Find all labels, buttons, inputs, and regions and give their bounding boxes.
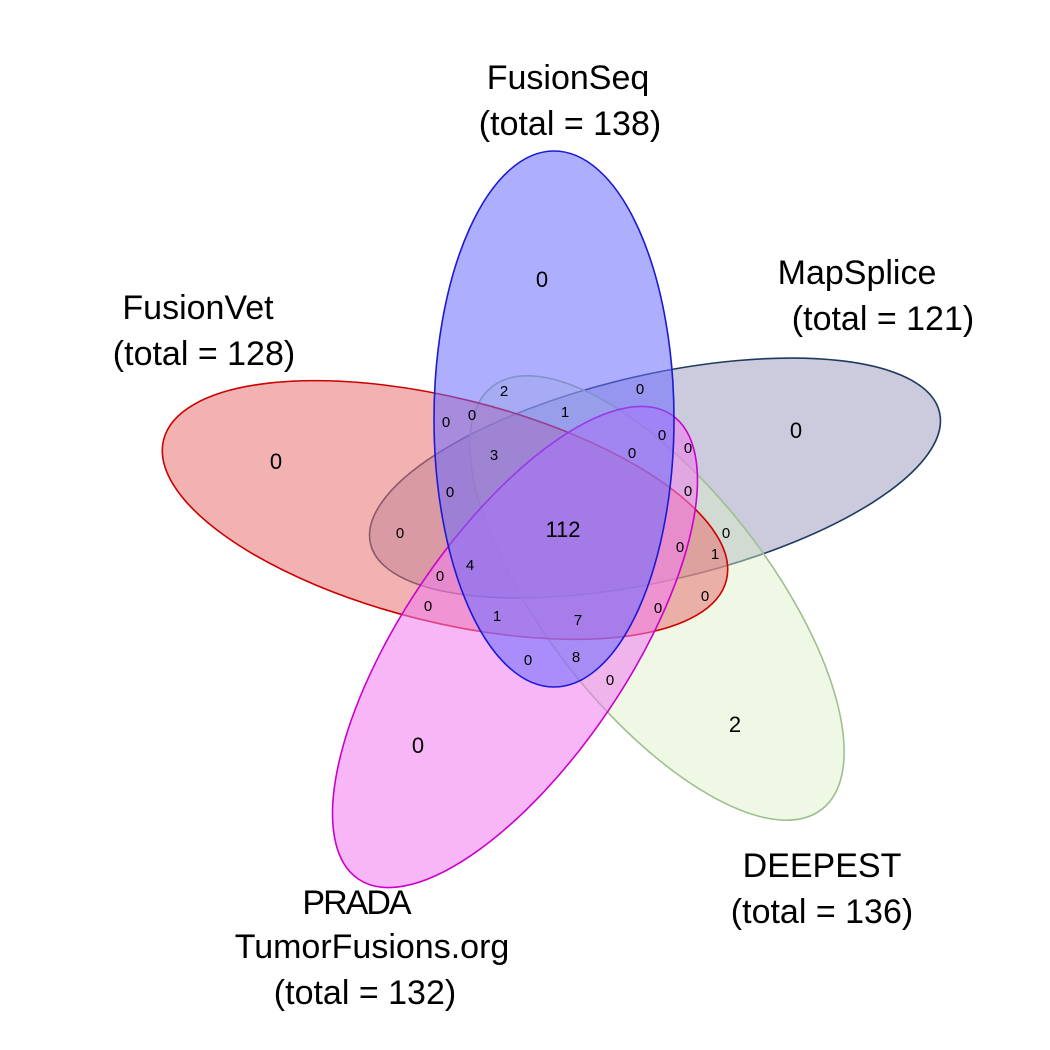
mapsplice-total: (total = 121) (792, 300, 974, 338)
prada-total: (total = 132) (274, 974, 456, 1012)
fusionvet-label: FusionVet (122, 289, 274, 327)
fusionseq-total: (total = 138) (479, 105, 661, 143)
prada-label: PRADA (302, 884, 411, 922)
prada-source-label: TumorFusions.org (235, 928, 510, 966)
region-count-fusionseq-only: 0 (536, 267, 548, 292)
region-count: 1 (561, 404, 569, 421)
region-count: 0 (654, 600, 662, 617)
region-count: 4 (466, 557, 474, 574)
region-count: 0 (676, 539, 684, 556)
region-count-fusionvet-only: 0 (270, 449, 282, 474)
region-count: 0 (606, 672, 614, 689)
region-count: 0 (436, 568, 444, 585)
fusionseq-ellipse (433, 150, 675, 688)
region-count-deepest-only: 2 (729, 712, 741, 737)
fusionvet-total: (total = 128) (113, 335, 295, 373)
region-count: 0 (628, 445, 636, 462)
mapsplice-label: MapSplice (778, 254, 937, 292)
region-count: 0 (442, 414, 450, 431)
region-count-all-five: 112 (545, 517, 580, 542)
region-count: 0 (722, 525, 730, 542)
region-count: 2 (500, 383, 508, 400)
region-count: 0 (684, 483, 692, 500)
region-count: 0 (636, 381, 644, 398)
region-count: 0 (658, 427, 666, 444)
region-count: 0 (684, 440, 692, 457)
region-count: 0 (468, 407, 476, 424)
region-count: 8 (572, 649, 580, 666)
region-count: 1 (711, 546, 719, 563)
region-count: 0 (524, 652, 532, 669)
region-count: 0 (424, 598, 432, 615)
region-count: 0 (396, 525, 404, 542)
region-count: 0 (446, 484, 454, 501)
region-count: 3 (490, 447, 498, 464)
set-ellipses (161, 150, 942, 889)
deepest-total: (total = 136) (731, 893, 913, 931)
region-count-mapsplice-only: 0 (790, 418, 802, 443)
set-labels: FusionSeq (total = 138) MapSplice (total… (113, 59, 974, 1012)
region-count: 7 (574, 612, 582, 629)
region-count-prada-only: 0 (412, 733, 424, 758)
fusionseq-label: FusionSeq (487, 59, 650, 97)
deepest-label: DEEPEST (743, 847, 902, 885)
region-counts: 0 0 0 0 2 112 2 0 1 0 0 0 0 0 3 0 0 0 0 … (270, 267, 802, 758)
region-count: 0 (701, 588, 709, 605)
region-count: 1 (493, 608, 501, 625)
